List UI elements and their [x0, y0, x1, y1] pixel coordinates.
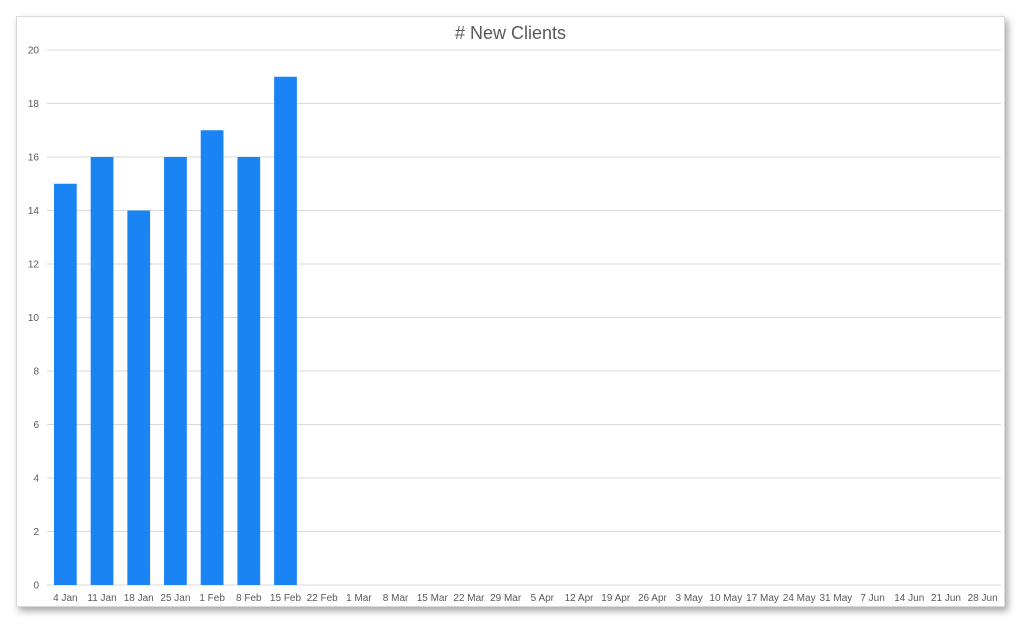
y-tick-label: 6	[33, 420, 39, 431]
x-tick-label: 22 Mar	[453, 593, 485, 604]
x-tick-label: 3 May	[675, 593, 702, 604]
chart-title: # New Clients	[454, 23, 567, 43]
x-tick-label: 15 Mar	[417, 593, 449, 604]
bar	[237, 157, 261, 585]
y-tick-label: 16	[28, 153, 40, 164]
x-tick-label: 7 Jun	[860, 593, 884, 604]
x-tick-label: 10 May	[709, 593, 742, 604]
bar	[164, 157, 187, 585]
chart-frame: # New Clients 0 2 4 6 8 10 12 14 16 18 20 4 Jan 11 …	[16, 16, 1005, 607]
gridlines	[47, 49, 1001, 586]
y-tick-label: 10	[28, 313, 40, 324]
x-tick-label: 14 Jun	[894, 593, 924, 604]
bar	[274, 76, 297, 585]
x-tick-label: 1 Feb	[199, 593, 225, 604]
y-tick-label: 0	[33, 581, 39, 592]
x-tick-label: 18 Jan	[124, 593, 154, 604]
bar	[200, 130, 224, 585]
x-tick-label: 12 Apr	[565, 593, 595, 604]
bar	[53, 183, 77, 585]
y-tick-label: 8	[33, 367, 39, 378]
x-axis-ticks: 4 Jan 11 Jan 18 Jan 25 Jan 1 Feb 8 Feb 15 Feb 2…	[53, 593, 998, 604]
x-tick-label: 26 Apr	[638, 593, 668, 604]
x-tick-label: 21 Jun	[931, 593, 961, 604]
x-tick-label: 17 May	[746, 593, 779, 604]
x-tick-label: 22 Feb	[307, 593, 339, 604]
x-tick-label: 29 Mar	[490, 593, 522, 604]
x-tick-label: 1 Mar	[346, 593, 372, 604]
y-tick-label: 18	[28, 99, 40, 110]
x-tick-label: 28 Jun	[968, 593, 998, 604]
x-tick-label: 8 Feb	[236, 593, 262, 604]
y-tick-label: 14	[28, 206, 40, 217]
x-tick-label: 31 May	[819, 593, 852, 604]
bar	[90, 157, 114, 585]
x-tick-label: 15 Feb	[270, 593, 302, 604]
x-tick-label: 19 Apr	[601, 593, 631, 604]
y-axis-ticks: 0 2 4 6 8 10 12 14 16 18 20	[28, 46, 40, 592]
x-tick-label: 24 May	[783, 593, 816, 604]
y-tick-label: 4	[33, 474, 39, 485]
x-tick-label: 8 Mar	[383, 593, 409, 604]
x-tick-label: 25 Jan	[160, 593, 190, 604]
x-tick-label: 4 Jan	[53, 593, 77, 604]
x-tick-label: 5 Apr	[531, 593, 555, 604]
bars	[53, 76, 297, 585]
y-tick-label: 2	[33, 527, 39, 538]
y-tick-label: 20	[28, 46, 40, 57]
bar-chart: 0 2 4 6 8 10 12 14 16 18 20 4 Jan 11 Jan 18 Jan 25 Ja…	[28, 46, 1001, 604]
bar	[127, 210, 151, 585]
x-tick-label: 11 Jan	[87, 593, 116, 604]
y-tick-label: 12	[28, 260, 40, 271]
